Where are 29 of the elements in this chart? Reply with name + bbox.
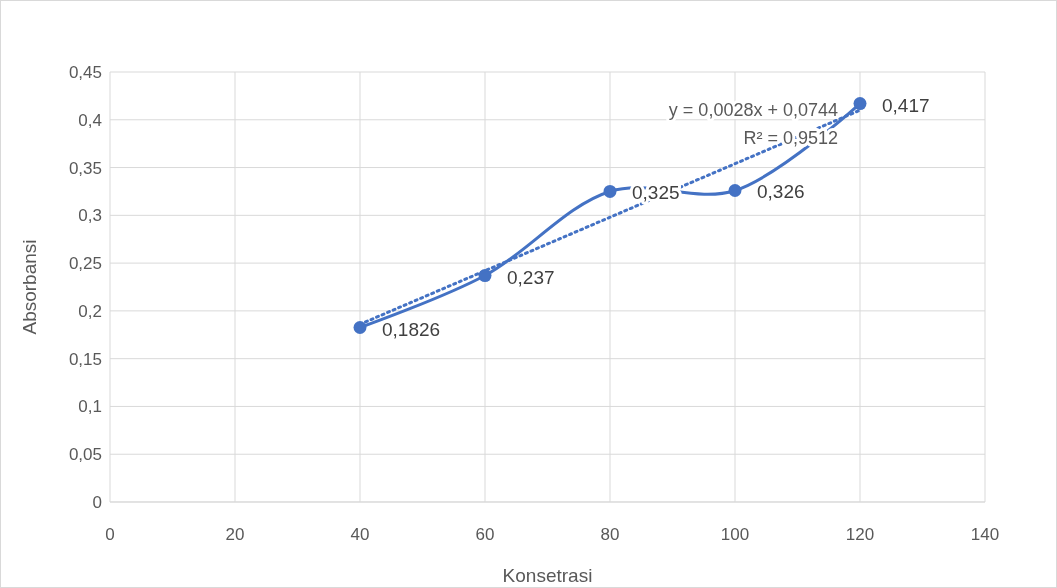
x-tick-label: 140 — [970, 525, 1000, 544]
y-tick-label: 0,2 — [78, 301, 102, 321]
x-tick-label: 40 — [350, 525, 370, 544]
x-tick-label: 0 — [105, 525, 115, 544]
x-tick-label: 120 — [845, 525, 875, 544]
annotation: y = 0,0028x + 0,0744 — [668, 99, 838, 120]
x-axis-title: Konsetrasi — [502, 565, 593, 586]
y-tick-label: 0,25 — [68, 254, 102, 274]
point — [603, 184, 617, 198]
y-tick-label: 0,35 — [68, 158, 102, 178]
x-tick-label: 20 — [225, 525, 245, 544]
y-tick-label: 0,45 — [68, 63, 102, 82]
y-tick-label: 0,1 — [78, 397, 102, 417]
point — [353, 321, 367, 335]
x-tick-label: 80 — [600, 525, 620, 544]
data-label: 0,237 — [507, 266, 555, 288]
y-tick-label: 0,4 — [78, 110, 102, 130]
y-axis-title: Absorbansi — [19, 239, 40, 335]
y-tick-label: 0,3 — [78, 206, 102, 226]
y-tick-label: 0,05 — [68, 445, 102, 465]
point — [853, 97, 867, 111]
x-tick-label: 60 — [475, 525, 495, 544]
point — [728, 183, 742, 197]
y-tick-label: 0,15 — [68, 349, 102, 369]
data-label: 0,326 — [757, 181, 805, 203]
y-tick-label: 0 — [92, 493, 102, 512]
x-tick-label: 100 — [720, 525, 750, 544]
data-label: 0,1826 — [382, 318, 441, 340]
data-label: 0,417 — [882, 94, 930, 116]
